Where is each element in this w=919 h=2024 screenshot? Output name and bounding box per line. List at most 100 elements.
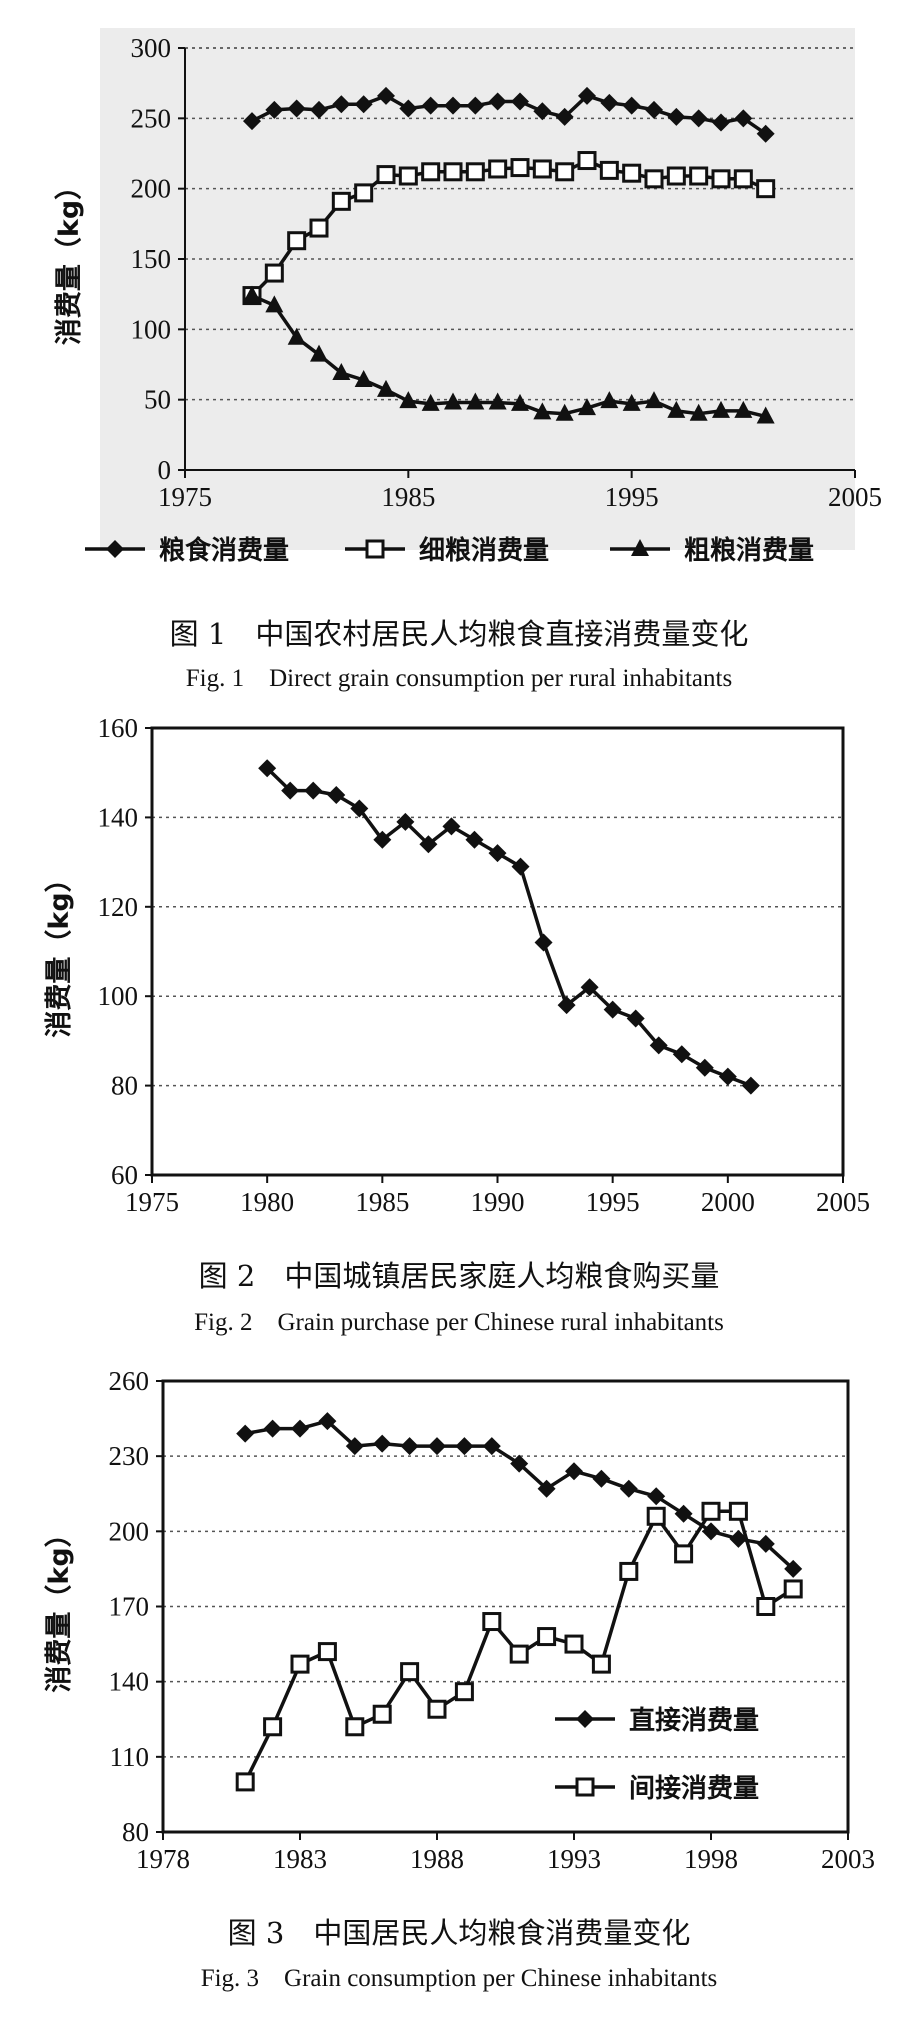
data-point <box>756 1534 775 1553</box>
data-point <box>421 96 440 115</box>
legend-label: 粗粮消费量 <box>684 535 814 566</box>
data-point <box>712 113 730 132</box>
data-point <box>287 327 306 345</box>
x-tick-label: 1988 <box>410 1844 464 1874</box>
legend-label: 细粮消费量 <box>419 535 549 566</box>
data-point <box>265 100 284 119</box>
data-point <box>672 1045 691 1064</box>
x-tick-label: 2005 <box>816 1187 870 1217</box>
y-tick-label: 200 <box>109 1516 150 1546</box>
data-point <box>377 379 395 397</box>
x-tick-label: 1975 <box>125 1187 179 1217</box>
x-tick-label: 2003 <box>821 1844 875 1874</box>
data-point <box>756 1597 776 1616</box>
legend-marker <box>631 539 649 556</box>
data-point <box>455 1437 474 1456</box>
series-2 <box>242 151 776 306</box>
y-tick-label: 200 <box>131 174 172 204</box>
data-point <box>243 112 261 131</box>
data-point <box>235 1772 255 1792</box>
data-point <box>728 1501 748 1521</box>
data-point <box>443 162 463 182</box>
data-point <box>419 835 438 854</box>
data-point <box>263 1717 283 1737</box>
data-point <box>317 1642 337 1662</box>
data-point <box>482 1612 502 1632</box>
data-point <box>488 392 507 410</box>
data-point <box>331 191 351 211</box>
data-point <box>310 344 328 362</box>
data-point <box>599 160 619 180</box>
figure-caption-cn: 图 2 中国城镇居民家庭人均粮食购买量 <box>199 1259 720 1293</box>
data-point <box>354 183 374 203</box>
data-point <box>377 86 395 105</box>
data-point <box>783 1579 803 1599</box>
data-point <box>327 786 346 805</box>
series-3 <box>243 285 775 424</box>
data-point <box>488 844 507 863</box>
data-point <box>564 1634 584 1654</box>
legend-label: 直接消费量 <box>629 1706 759 1736</box>
series-2 <box>235 1501 803 1792</box>
x-tick-label: 1978 <box>136 1844 190 1874</box>
data-point <box>557 996 576 1015</box>
data-point <box>399 391 418 409</box>
data-point <box>733 169 753 189</box>
data-point <box>555 162 575 182</box>
data-point <box>310 100 328 119</box>
x-tick-label: 1995 <box>586 1187 640 1217</box>
y-axis-label: 消费量（kg） <box>44 865 75 1037</box>
x-tick-label: 1983 <box>273 1844 327 1874</box>
data-point <box>509 1644 529 1664</box>
data-point <box>600 93 619 112</box>
data-point <box>674 1504 693 1523</box>
figure-caption-en: Fig. 2 Grain purchase per Chinese rural … <box>194 1309 724 1336</box>
data-point <box>565 1462 583 1481</box>
data-point <box>287 99 306 118</box>
y-tick-label: 160 <box>98 713 139 743</box>
data-point <box>622 96 641 115</box>
x-tick-label: 1990 <box>471 1187 525 1217</box>
y-tick-label: 260 <box>109 1366 150 1396</box>
data-point <box>756 406 775 424</box>
data-point <box>372 1704 392 1724</box>
y-tick-label: 150 <box>131 244 172 274</box>
data-point <box>354 95 373 114</box>
data-point <box>332 95 351 114</box>
figure-caption-cn: 图 3 中国居民人均粮食消费量变化 <box>228 1916 691 1950</box>
data-point <box>667 107 686 126</box>
x-tick-label: 1980 <box>240 1187 294 1217</box>
data-point <box>555 403 574 421</box>
data-point <box>265 295 284 313</box>
data-point <box>287 231 307 251</box>
legend: 粮食消费量 细粮消费量 粗粮消费量 <box>85 535 814 566</box>
y-tick-label: 300 <box>131 33 172 63</box>
data-point <box>647 1487 666 1506</box>
series-line <box>244 1419 795 1571</box>
data-point <box>263 1419 282 1438</box>
data-point <box>373 1434 392 1453</box>
data-point <box>784 1559 803 1578</box>
data-point <box>603 1000 622 1019</box>
data-point <box>689 166 709 186</box>
data-point <box>756 124 775 143</box>
data-point <box>444 392 462 410</box>
figure-caption-en: Fig. 3 Grain consumption per Chinese inh… <box>201 1965 718 1992</box>
chart-1: 0 50 100 150 200 250 300 1975 1985 1995 2005 消费量（kg… <box>54 28 882 692</box>
data-point <box>466 392 485 410</box>
data-point <box>645 391 663 409</box>
data-point <box>511 857 530 876</box>
data-point <box>398 166 418 186</box>
x-tick-label: 2000 <box>701 1187 755 1217</box>
y-tick-label: 120 <box>98 892 139 922</box>
data-point <box>626 1009 645 1028</box>
data-point <box>291 1419 309 1438</box>
y-tick-label: 250 <box>131 103 172 133</box>
data-point <box>600 391 619 409</box>
figure-caption-cn: 图 1 中国农村居民人均粮食直接消费量变化 <box>170 617 749 651</box>
y-tick-label: 230 <box>109 1441 150 1471</box>
data-point <box>318 1412 337 1431</box>
data-point <box>580 978 599 997</box>
